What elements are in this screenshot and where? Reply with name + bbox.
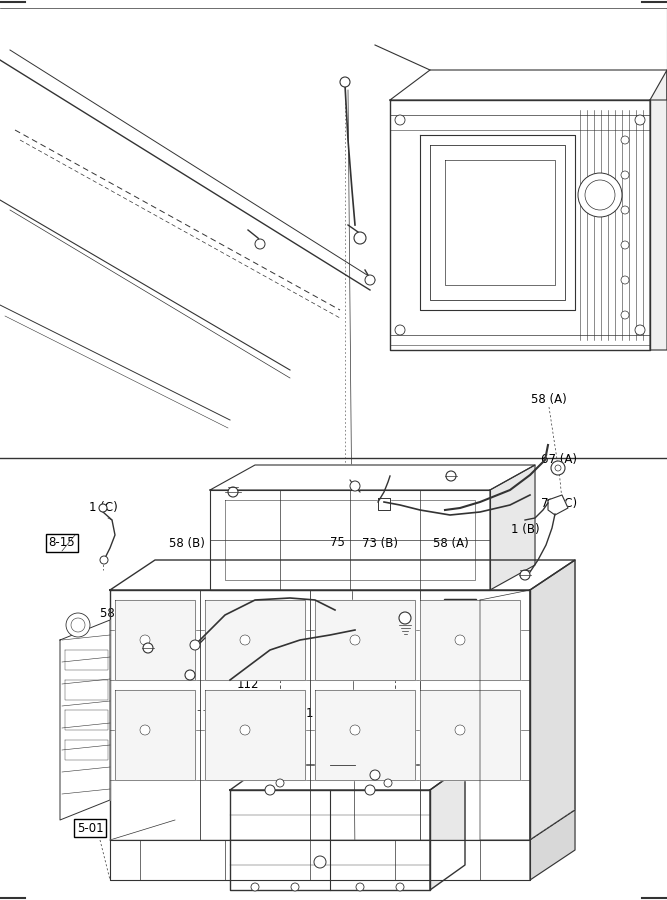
Text: 75: 75	[329, 536, 344, 550]
Polygon shape	[530, 560, 575, 840]
Circle shape	[395, 325, 405, 335]
Circle shape	[140, 635, 150, 645]
Text: 3 (A): 3 (A)	[141, 652, 169, 664]
Text: 2 (A): 2 (A)	[263, 742, 292, 754]
Polygon shape	[315, 600, 415, 680]
Polygon shape	[110, 590, 530, 840]
Polygon shape	[420, 690, 520, 780]
Circle shape	[190, 640, 200, 650]
Circle shape	[240, 635, 250, 645]
Circle shape	[228, 487, 238, 497]
Circle shape	[365, 785, 375, 795]
Text: 5-20: 5-20	[342, 856, 368, 868]
Circle shape	[251, 883, 259, 891]
Circle shape	[350, 481, 360, 491]
Polygon shape	[390, 100, 650, 350]
Circle shape	[621, 276, 629, 284]
Circle shape	[140, 725, 150, 735]
Polygon shape	[110, 840, 530, 880]
Circle shape	[621, 241, 629, 249]
Circle shape	[621, 206, 629, 214]
Polygon shape	[60, 620, 110, 820]
Polygon shape	[548, 495, 568, 515]
Circle shape	[185, 670, 195, 680]
Circle shape	[621, 171, 629, 179]
Text: 112: 112	[237, 679, 259, 691]
Text: 1 (B): 1 (B)	[511, 524, 540, 536]
Polygon shape	[420, 135, 575, 310]
Polygon shape	[115, 690, 195, 780]
Polygon shape	[378, 498, 390, 510]
Circle shape	[354, 232, 366, 244]
Circle shape	[143, 643, 153, 653]
Circle shape	[370, 770, 380, 780]
Polygon shape	[210, 465, 535, 490]
Polygon shape	[420, 600, 520, 680]
Polygon shape	[205, 600, 305, 680]
Circle shape	[314, 856, 326, 868]
Circle shape	[350, 725, 360, 735]
Circle shape	[578, 173, 622, 217]
Text: 58 (A): 58 (A)	[531, 393, 567, 407]
Polygon shape	[390, 70, 667, 100]
Circle shape	[99, 504, 107, 512]
Circle shape	[455, 725, 465, 735]
Polygon shape	[210, 490, 490, 590]
Polygon shape	[490, 465, 535, 590]
Circle shape	[399, 612, 411, 624]
Polygon shape	[315, 690, 415, 780]
Text: 5-01: 5-01	[77, 822, 103, 834]
Text: 73 (C): 73 (C)	[541, 497, 577, 509]
Text: 58 (A): 58 (A)	[433, 536, 469, 550]
Text: 67 (A): 67 (A)	[541, 454, 577, 466]
Circle shape	[635, 115, 645, 125]
Polygon shape	[110, 560, 575, 590]
Circle shape	[291, 883, 299, 891]
Text: 5-20: 5-20	[209, 707, 235, 721]
Circle shape	[340, 77, 350, 87]
Circle shape	[240, 725, 250, 735]
Circle shape	[356, 883, 364, 891]
Circle shape	[520, 570, 530, 580]
Text: 58 (B): 58 (B)	[169, 536, 205, 550]
Circle shape	[621, 311, 629, 319]
Circle shape	[276, 779, 284, 787]
Polygon shape	[230, 765, 465, 790]
Polygon shape	[530, 810, 575, 880]
Circle shape	[265, 785, 275, 795]
Circle shape	[635, 325, 645, 335]
Circle shape	[551, 461, 565, 475]
Circle shape	[395, 115, 405, 125]
Circle shape	[384, 779, 392, 787]
Circle shape	[446, 471, 456, 481]
Text: 8-10: 8-10	[447, 601, 474, 615]
Polygon shape	[205, 690, 305, 780]
Text: 1 (C): 1 (C)	[89, 501, 117, 515]
Circle shape	[621, 136, 629, 144]
Text: 1 (A): 1 (A)	[305, 707, 334, 721]
Circle shape	[455, 635, 465, 645]
Circle shape	[100, 556, 108, 564]
Polygon shape	[430, 765, 465, 890]
Polygon shape	[115, 600, 195, 680]
Polygon shape	[230, 790, 430, 890]
Circle shape	[365, 275, 375, 285]
Text: 8-15: 8-15	[49, 536, 75, 550]
Circle shape	[255, 239, 265, 249]
Text: 73 (B): 73 (B)	[362, 536, 398, 550]
Polygon shape	[650, 70, 667, 350]
Circle shape	[396, 883, 404, 891]
Circle shape	[350, 635, 360, 645]
Circle shape	[66, 613, 90, 637]
Text: 58 (A): 58 (A)	[100, 607, 136, 619]
